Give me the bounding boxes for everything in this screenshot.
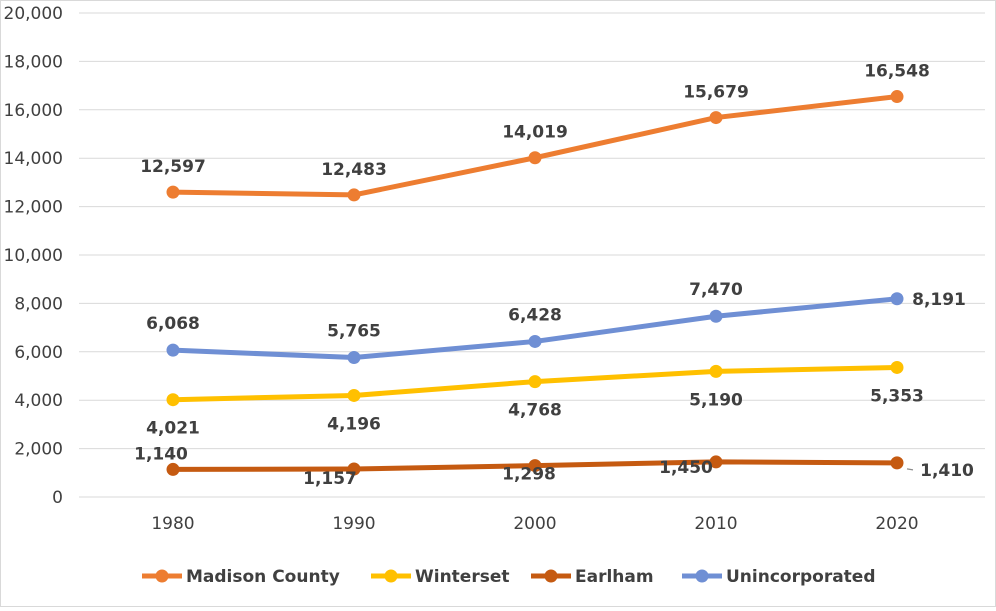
madison-county-point — [347, 188, 361, 202]
series-unincorporated — [166, 292, 904, 364]
legend-item-unincorporated: Unincorporated — [682, 567, 876, 587]
legend-item-earlham: Earlham — [531, 567, 654, 587]
madison-county-point — [890, 90, 904, 104]
unincorporated-point — [709, 309, 723, 323]
y-tick-label: 14,000 — [4, 149, 63, 169]
x-tick-label: 1980 — [151, 514, 194, 534]
x-tick-label: 2000 — [513, 514, 556, 534]
data-label: 12,597 — [140, 157, 206, 177]
x-tick-label: 2020 — [875, 514, 918, 534]
data-label: 5,765 — [327, 321, 381, 341]
madison-county-point — [528, 151, 542, 165]
madison-county-point — [709, 111, 723, 125]
data-label: 5,353 — [870, 386, 924, 406]
y-tick-label: 20,000 — [4, 4, 63, 24]
series-earlham — [166, 455, 904, 476]
legend-swatch-marker — [544, 569, 558, 583]
y-tick-label: 2,000 — [14, 440, 63, 460]
earlham-point — [528, 459, 542, 473]
unincorporated-point — [890, 292, 904, 306]
winterset-point — [347, 388, 361, 402]
legend-label: Winterset — [415, 567, 510, 587]
data-label: 8,191 — [912, 290, 966, 310]
earlham-point — [709, 455, 723, 469]
madison-county-point — [166, 185, 180, 199]
legend-item-madison-county: Madison County — [142, 567, 340, 587]
data-labels: 12,597 12,483 14,019 15,679 16,548 4,021 4,196… — [134, 62, 974, 489]
unincorporated-point — [166, 343, 180, 357]
data-label: 15,679 — [683, 83, 749, 103]
legend-label: Earlham — [575, 567, 654, 587]
data-label: 7,470 — [689, 280, 743, 300]
data-label: 1,298 — [502, 465, 556, 485]
x-tick-label: 1990 — [332, 514, 375, 534]
data-label: 4,021 — [146, 419, 200, 439]
earlham-point — [166, 462, 180, 476]
series-madison-county — [166, 90, 904, 202]
unincorporated-point — [528, 334, 542, 348]
data-label: 1,450 — [659, 458, 713, 478]
legend-swatch-marker — [384, 569, 398, 583]
winterset-point — [528, 375, 542, 389]
data-label: 6,068 — [146, 314, 200, 334]
data-label: 5,190 — [689, 390, 743, 410]
data-label: 16,548 — [864, 62, 930, 82]
legend-swatch-marker — [695, 569, 709, 583]
data-label: 14,019 — [502, 123, 568, 143]
y-tick-label: 8,000 — [14, 294, 63, 314]
legend: Madison County Winterset Earlham Unincorpor… — [142, 567, 876, 587]
y-tick-label: 6,000 — [14, 343, 63, 363]
data-label: 1,410 — [920, 461, 974, 481]
data-label: 12,483 — [321, 160, 387, 180]
winterset-point — [166, 393, 180, 407]
data-label: 1,140 — [134, 444, 188, 464]
y-tick-label: 12,000 — [4, 198, 63, 218]
data-label: 4,196 — [327, 414, 381, 434]
grid-lines — [79, 12, 985, 498]
data-label: 1,157 — [303, 469, 357, 489]
legend-swatch-marker — [155, 569, 169, 583]
y-tick-label: 10,000 — [4, 246, 63, 266]
madison-county-line — [170, 94, 900, 198]
y-tick-label: 0 — [52, 488, 63, 508]
legend-item-winterset: Winterset — [371, 567, 510, 587]
data-label: 4,768 — [508, 401, 562, 421]
x-axis-ticks: 1980 1990 2000 2010 2020 — [151, 514, 918, 534]
winterset-point — [709, 364, 723, 378]
earlham-leader-line — [906, 468, 914, 471]
y-tick-label: 16,000 — [4, 101, 63, 121]
winterset-point — [890, 360, 904, 374]
legend-label: Unincorporated — [726, 567, 876, 587]
y-tick-label: 4,000 — [14, 391, 63, 411]
y-tick-label: 18,000 — [4, 52, 63, 72]
legend-label: Madison County — [186, 567, 340, 587]
series-lines — [166, 90, 904, 476]
x-tick-label: 2010 — [694, 514, 737, 534]
series-winterset — [166, 360, 904, 407]
earlham-point — [890, 456, 904, 470]
unincorporated-point — [347, 350, 361, 364]
y-axis-ticks: 0 2,000 4,000 6,000 8,000 10,000 12,000 14,000 1… — [4, 4, 63, 508]
data-label: 6,428 — [508, 305, 562, 325]
earlham-point — [347, 462, 361, 476]
